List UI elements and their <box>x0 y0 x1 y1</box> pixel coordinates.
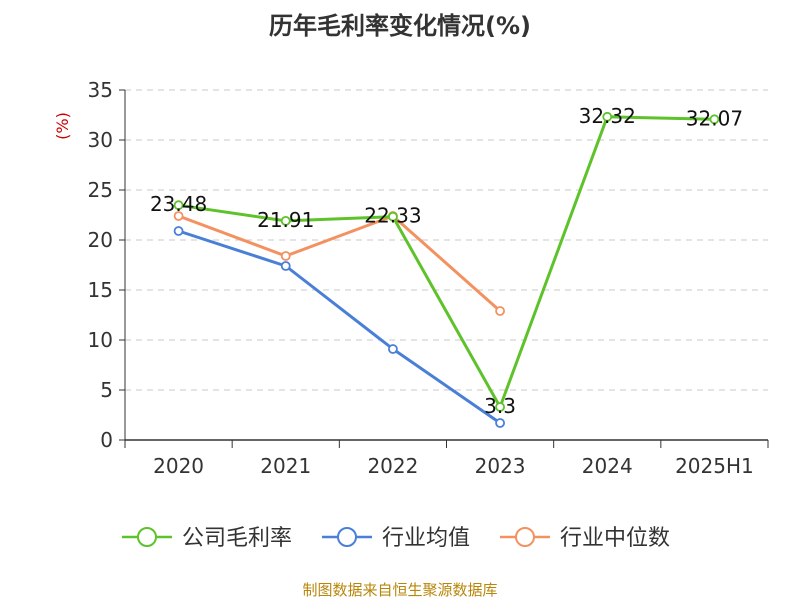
data-point <box>388 344 398 354</box>
data-label: 32.07 <box>686 106 743 130</box>
x-tick-label: 2020 <box>153 454 204 478</box>
x-tick-label: 2022 <box>367 454 418 478</box>
data-label: 3.3 <box>484 394 516 418</box>
y-tick-label: 5 <box>100 378 113 402</box>
chart-title: 历年毛利率变化情况(%) <box>269 12 531 40</box>
data-point <box>495 402 505 412</box>
data-label: 23.48 <box>150 192 207 216</box>
data-point <box>495 306 505 316</box>
data-label-layer: 23.48 21.91 22.33 3.3 32.32 32.07 <box>150 104 743 418</box>
y-tick-label: 30 <box>88 128 113 152</box>
data-point <box>280 215 291 226</box>
data-point <box>280 261 291 271</box>
data-point <box>495 418 505 428</box>
y-tick-label: 25 <box>88 178 113 202</box>
x-tick-label: 2023 <box>475 454 526 478</box>
series-layer <box>173 111 720 428</box>
data-point <box>602 111 613 122</box>
series-line-0 <box>178 115 715 409</box>
data-point <box>280 251 291 261</box>
source-note: 制图数据来自恒生聚源数据库 <box>302 581 497 599</box>
data-point <box>709 114 720 125</box>
legend: 公司毛利率 行业均值 行业中位数 <box>122 526 670 551</box>
y-axis-label: (%) <box>53 112 72 140</box>
legend-marker <box>137 527 157 547</box>
data-label: 22.33 <box>364 204 421 228</box>
legend-marker <box>515 527 535 547</box>
legend-label: 公司毛利率 <box>182 526 292 551</box>
x-tick-label: 2024 <box>582 454 633 478</box>
legend-label: 行业均值 <box>382 526 470 551</box>
y-tick-label: 10 <box>88 328 113 352</box>
legend-label: 行业中位数 <box>560 526 670 551</box>
y-tick-label: 15 <box>88 278 113 302</box>
data-point <box>173 211 184 221</box>
x-tick-label: 2021 <box>260 454 311 478</box>
data-label: 21.91 <box>257 208 314 232</box>
series-line-2 <box>178 214 502 313</box>
x-tick-label: 2025H1 <box>675 454 754 478</box>
legend-marker <box>337 527 357 547</box>
data-point <box>173 200 184 211</box>
data-label: 32.32 <box>579 104 636 128</box>
axis-layer: 0 5 10 15 20 25 30 35 2020 2021 2022 2023 2024 2025H1 <box>88 78 769 478</box>
series-line-1 <box>178 229 501 425</box>
data-point <box>173 226 184 236</box>
y-tick-label: 0 <box>100 428 113 452</box>
grid-layer <box>125 89 768 391</box>
data-point <box>388 211 398 222</box>
y-tick-label: 20 <box>88 228 113 252</box>
y-tick-label: 35 <box>88 78 113 102</box>
